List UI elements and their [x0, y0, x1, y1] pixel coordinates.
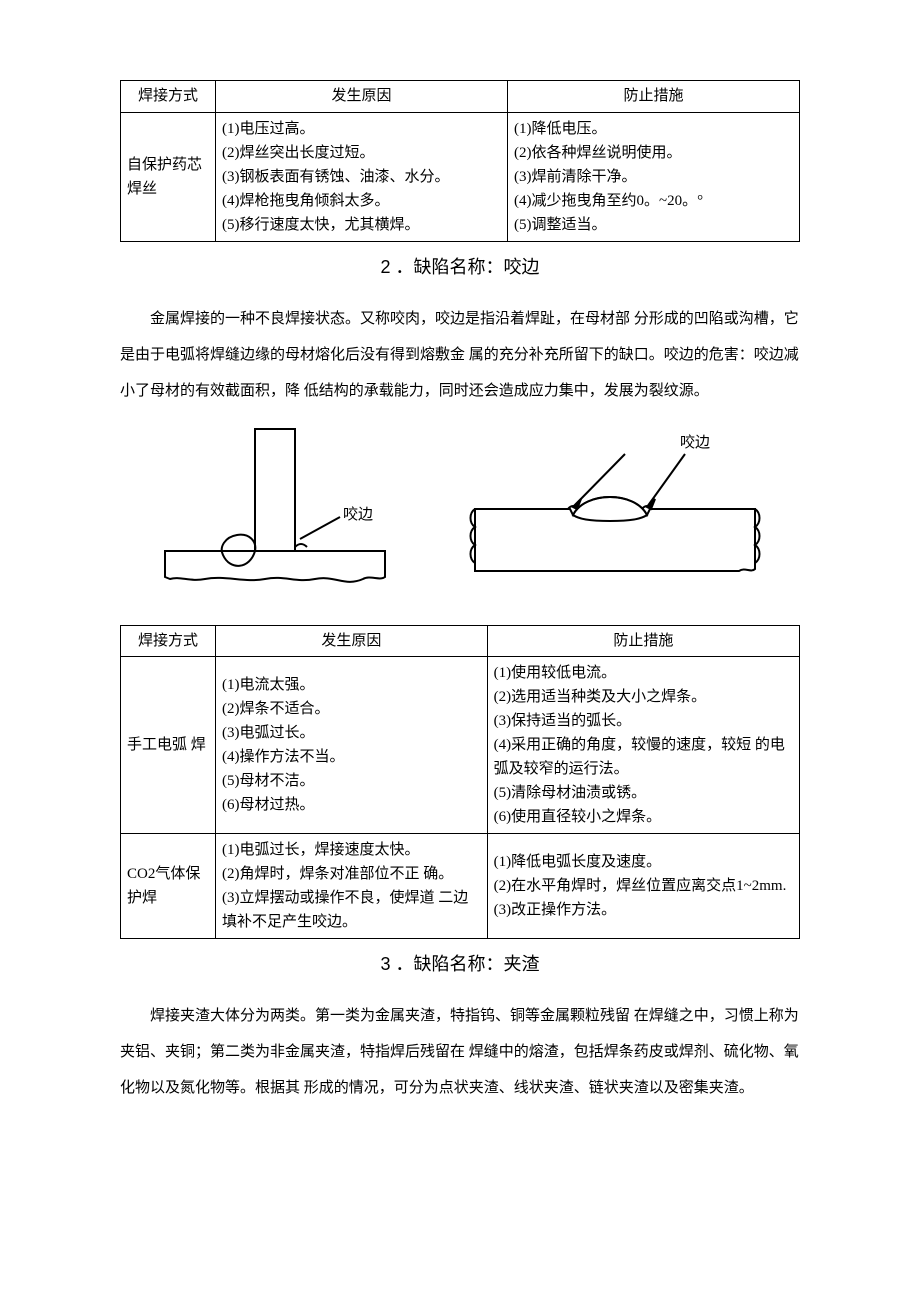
cell-cause: (1)电弧过长，焊接速度太快。(2)角焊时，焊条对准部位不正 确。(3)立焊摆动… — [216, 834, 488, 939]
heading-defect-slag: 3 ．缺陷名称：夹渣 — [120, 951, 800, 978]
table-row: 自保护药芯焊丝 (1)电压过高。(2)焊丝突出长度过短。(3)钢板表面有锈蚀、油… — [121, 112, 800, 241]
label-undercut-right: 咬边 — [680, 433, 710, 451]
cell-method: CO2气体保护焊 — [121, 834, 216, 939]
cell-prevent: (1)降低电弧长度及速度。(2)在水平角焊时，焊丝位置应离交点1~2mm.(3)… — [487, 834, 799, 939]
cell-prevent: (1)降低电压。(2)依各种焊丝说明使用。(3)焊前清除干净。(4)减少拖曳角至… — [508, 112, 800, 241]
cell-prevent: (1)使用较低电流。(2)选用适当种类及大小之焊条。(3)保持适当的弧长。(4)… — [487, 657, 799, 834]
cell-method: 手工电弧 焊 — [121, 657, 216, 834]
paragraph-slag: 焊接夹渣大体分为两类。第一类为金属夹渣，特指钨、铜等金属颗粒残留 在焊缝之中，习… — [120, 998, 800, 1106]
col-header-method: 焊接方式 — [121, 625, 216, 657]
col-header-method: 焊接方式 — [121, 81, 216, 113]
table-row: 焊接方式 发生原因 防止措施 — [121, 81, 800, 113]
table-row: 手工电弧 焊 (1)电流太强。(2)焊条不适合。(3)电弧过长。(4)操作方法不… — [121, 657, 800, 834]
col-header-prevent: 防止措施 — [487, 625, 799, 657]
col-header-cause: 发生原因 — [216, 81, 508, 113]
cell-cause: (1)电流太强。(2)焊条不适合。(3)电弧过长。(4)操作方法不当。(5)母材… — [216, 657, 488, 834]
diagram-undercut: 咬边 咬边 — [120, 419, 800, 609]
diagram-undercut-butt: 咬边 — [455, 419, 775, 609]
table-defect-1: 焊接方式 发生原因 防止措施 自保护药芯焊丝 (1)电压过高。(2)焊丝突出长度… — [120, 80, 800, 242]
col-header-cause: 发生原因 — [216, 625, 488, 657]
cell-cause: (1)电压过高。(2)焊丝突出长度过短。(3)钢板表面有锈蚀、油漆、水分。(4)… — [216, 112, 508, 241]
label-undercut-left: 咬边 — [343, 505, 373, 523]
cell-method: 自保护药芯焊丝 — [121, 112, 216, 241]
diagram-undercut-fillet: 咬边 — [145, 419, 405, 609]
table-defect-2: 焊接方式 发生原因 防止措施 手工电弧 焊 (1)电流太强。(2)焊条不适合。(… — [120, 625, 800, 940]
table-row: CO2气体保护焊 (1)电弧过长，焊接速度太快。(2)角焊时，焊条对准部位不正 … — [121, 834, 800, 939]
col-header-prevent: 防止措施 — [508, 81, 800, 113]
heading-defect-undercut: 2 ．缺陷名称：咬边 — [120, 254, 800, 281]
table-row: 焊接方式 发生原因 防止措施 — [121, 625, 800, 657]
paragraph-undercut: 金属焊接的一种不良焊接状态。又称咬肉，咬边是指沿着焊趾，在母材部 分形成的凹陷或… — [120, 301, 800, 409]
